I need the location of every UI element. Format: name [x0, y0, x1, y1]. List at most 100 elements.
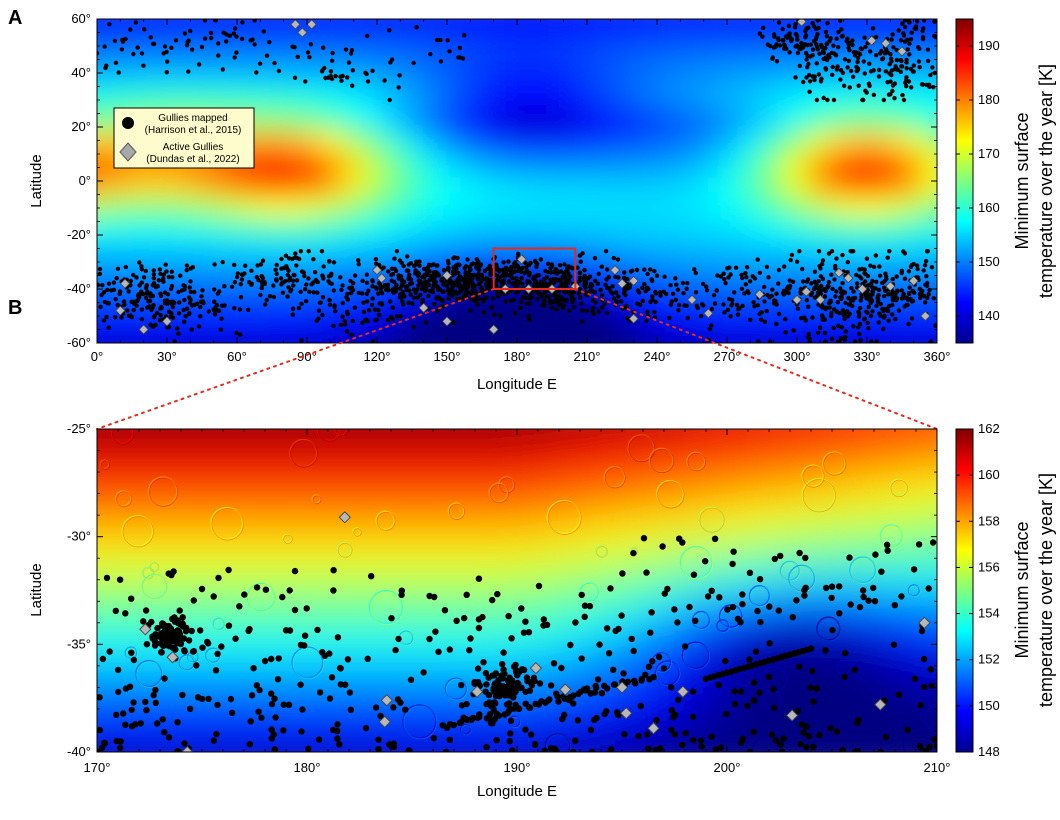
gully-point: [668, 707, 676, 714]
gully-point: [367, 308, 372, 313]
gully-point: [548, 300, 553, 306]
gully-point: [731, 688, 738, 695]
gully-point: [645, 663, 653, 670]
gully-point: [134, 303, 139, 308]
gully-point: [400, 299, 405, 304]
gully-point: [188, 279, 193, 284]
gully-point: [550, 279, 555, 284]
gully-point: [104, 314, 109, 320]
gully-point: [235, 271, 240, 276]
gully-point: [389, 314, 394, 320]
gully-point: [445, 38, 450, 43]
gully-point: [346, 689, 354, 696]
gully-point: [846, 554, 853, 561]
gully-point: [759, 317, 764, 322]
gully-point: [810, 698, 817, 705]
gully-point: [166, 325, 171, 330]
gully-point: [103, 65, 108, 71]
gully-point: [342, 318, 347, 324]
gully-point: [398, 587, 405, 594]
gully-point: [906, 321, 911, 327]
gully-point: [602, 301, 607, 307]
gully-point: [816, 732, 823, 739]
gully-point: [298, 289, 303, 295]
gully-point: [888, 52, 893, 57]
gully-point: [752, 276, 758, 281]
gully-point: [894, 57, 900, 63]
gully-point: [397, 295, 403, 300]
panel-a-ticks: 0° 30° 60° 90° 120° 150° 180° 210° 240° 270° 300° 3…: [67, 11, 950, 364]
gully-point: [817, 51, 822, 56]
gully-point: [254, 70, 259, 75]
gully-point: [141, 63, 146, 68]
gully-point: [247, 280, 252, 285]
gully-point: [805, 733, 813, 740]
crater-rim: [317, 429, 342, 442]
gully-point: [563, 290, 568, 295]
gully-point: [895, 691, 903, 698]
gully-point: [916, 742, 924, 750]
gully-point: [927, 84, 932, 90]
gully-point: [614, 709, 621, 716]
gully-point: [184, 43, 190, 48]
gully-point: [541, 300, 547, 305]
gully-point: [390, 305, 395, 310]
gully-point: [611, 296, 617, 301]
gully-point: [199, 294, 204, 299]
gully-point: [849, 249, 854, 254]
gully-point: [921, 268, 926, 273]
gully-point: [619, 299, 624, 304]
gully-point: [293, 251, 298, 256]
gully-point: [280, 290, 286, 295]
gully-point: [833, 266, 838, 271]
colorbar-tick-label: 140: [978, 308, 1000, 323]
active-gully-point: [441, 316, 453, 327]
gully-point: [857, 331, 862, 337]
gully-point: [922, 263, 928, 268]
gully-point: [776, 267, 782, 273]
crater: [289, 438, 318, 468]
gully-point: [700, 281, 706, 287]
gully-point: [882, 279, 887, 284]
gully-point: [850, 38, 855, 43]
gully-point: [313, 277, 319, 283]
gully-point: [528, 731, 535, 738]
gully-point: [568, 274, 573, 279]
gully-point: [708, 587, 715, 594]
gully-point: [479, 272, 484, 278]
gully-point: [379, 301, 384, 306]
gully-point: [862, 267, 867, 272]
gully-point: [725, 307, 731, 312]
crater-rim: [112, 429, 134, 445]
gully-point: [863, 44, 868, 50]
crater-rim: [403, 705, 438, 740]
gully-point: [916, 45, 921, 50]
gully-point: [889, 37, 894, 42]
gully-point: [829, 314, 834, 319]
gully-point: [822, 330, 828, 336]
gully-point: [271, 283, 276, 288]
crater: [447, 502, 465, 520]
gully-point: [268, 700, 276, 708]
gully-point: [170, 299, 176, 304]
gully-point: [123, 36, 128, 42]
panel-b-ticks: 170° 180° 190° 200° 210°-25°-30°-35°-40°: [67, 421, 950, 775]
gully-point: [829, 272, 834, 277]
gully-point: [462, 292, 467, 298]
gully-point: [851, 666, 858, 674]
gully-point: [765, 42, 771, 47]
gully-point: [780, 37, 786, 43]
gully-point: [113, 711, 120, 719]
gully-point: [307, 289, 312, 294]
gully-point: [921, 26, 926, 31]
gully-point: [454, 263, 460, 268]
gully-point: [847, 85, 852, 90]
gully-point: [305, 50, 311, 55]
gully-point: [864, 256, 870, 261]
gully-point: [766, 275, 771, 280]
gully-point: [462, 33, 467, 38]
gully-point: [771, 301, 777, 306]
gully-point: [276, 68, 282, 74]
gully-point: [274, 271, 279, 277]
